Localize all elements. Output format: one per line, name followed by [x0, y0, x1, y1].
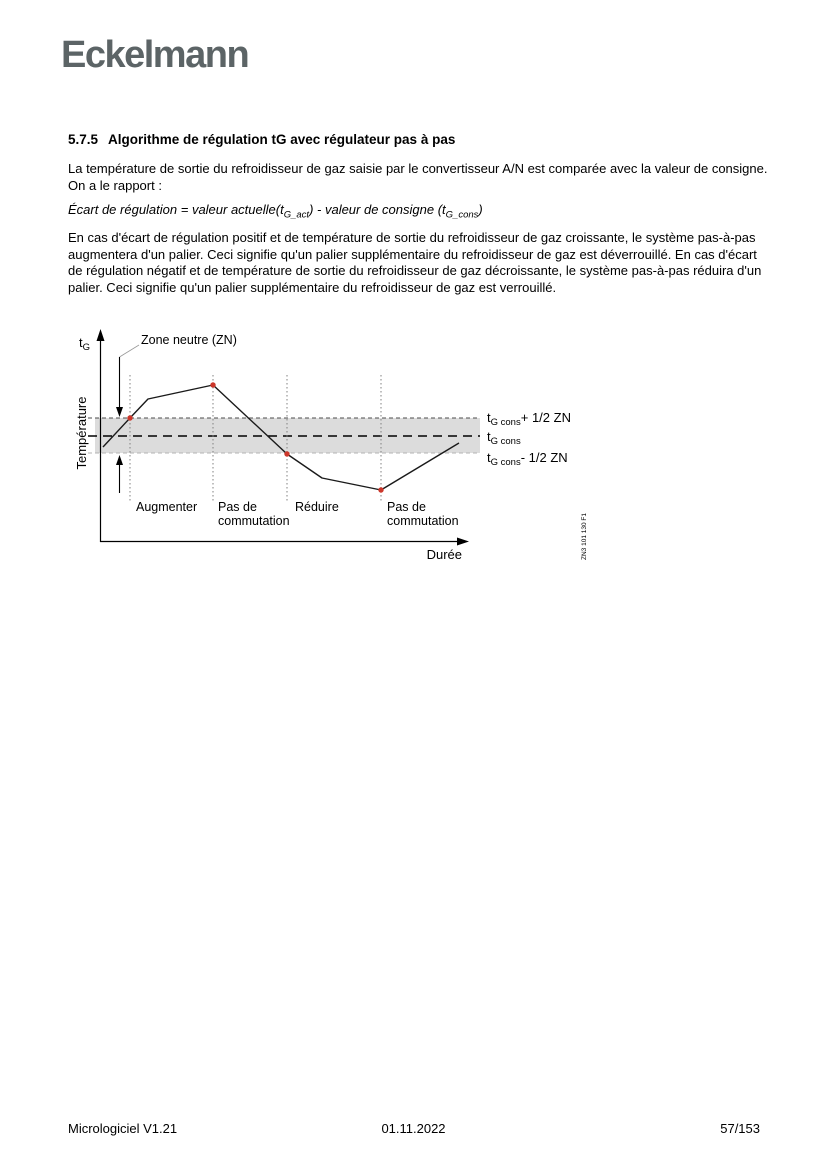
phase-label-reduire: Réduire	[295, 500, 339, 514]
phase-label-pas-de-commutation-2: Pas de commutation	[387, 500, 459, 528]
tg-axis-symbol: tG	[79, 335, 90, 353]
paragraph-algorithm: En cas d'écart de régulation positif et …	[68, 230, 762, 295]
phase-label-augmenter: Augmenter	[136, 500, 197, 514]
phase-label-pas-de-commutation-1: Pas de commutation	[218, 500, 290, 528]
switch-point-1	[127, 415, 133, 421]
paragraph-intro: La température de sortie du refroidisseu…	[68, 161, 768, 193]
regulation-diagram: Zone neutre (ZN) tG Température Durée tG…	[74, 329, 588, 562]
zone-arrow-up-icon	[116, 455, 123, 465]
formula-line: Écart de régulation = valeur actuelle(tG…	[68, 202, 483, 221]
x-axis-arrow-icon	[457, 537, 469, 546]
switch-point-2	[210, 382, 216, 388]
eckelmann-logo: Eckelmann	[61, 34, 250, 76]
footer-version: Micrologiciel V1.21	[68, 1121, 178, 1136]
figure-id: ZN3 101 130 F1	[581, 513, 588, 560]
zone-neutre-label: Zone neutre (ZN)	[141, 333, 237, 347]
setpoint-label: tG cons	[487, 429, 521, 447]
lower-limit-label: tG cons- 1/2 ZN	[487, 450, 568, 468]
switch-point-3	[284, 451, 290, 457]
section-number: 5.7.5	[68, 132, 99, 147]
temperature-curve	[102, 384, 460, 491]
upper-limit-label: tG cons+ 1/2 ZN	[487, 410, 571, 428]
zone-arrow-down-icon	[116, 407, 123, 417]
section-heading: 5.7.5 Algorithme de régulation tG avec ré…	[68, 132, 455, 147]
x-axis-label: Durée	[427, 547, 462, 562]
y-axis-label: Température	[74, 397, 89, 470]
footer-date: 01.11.2022	[381, 1121, 446, 1136]
switch-point-4	[378, 487, 384, 493]
section-title: Algorithme de régulation tG avec régulat…	[108, 132, 456, 147]
y-axis-arrow-icon	[96, 329, 105, 341]
zone-leader-line	[119, 344, 140, 358]
footer-page-number: 57/153	[720, 1121, 760, 1136]
